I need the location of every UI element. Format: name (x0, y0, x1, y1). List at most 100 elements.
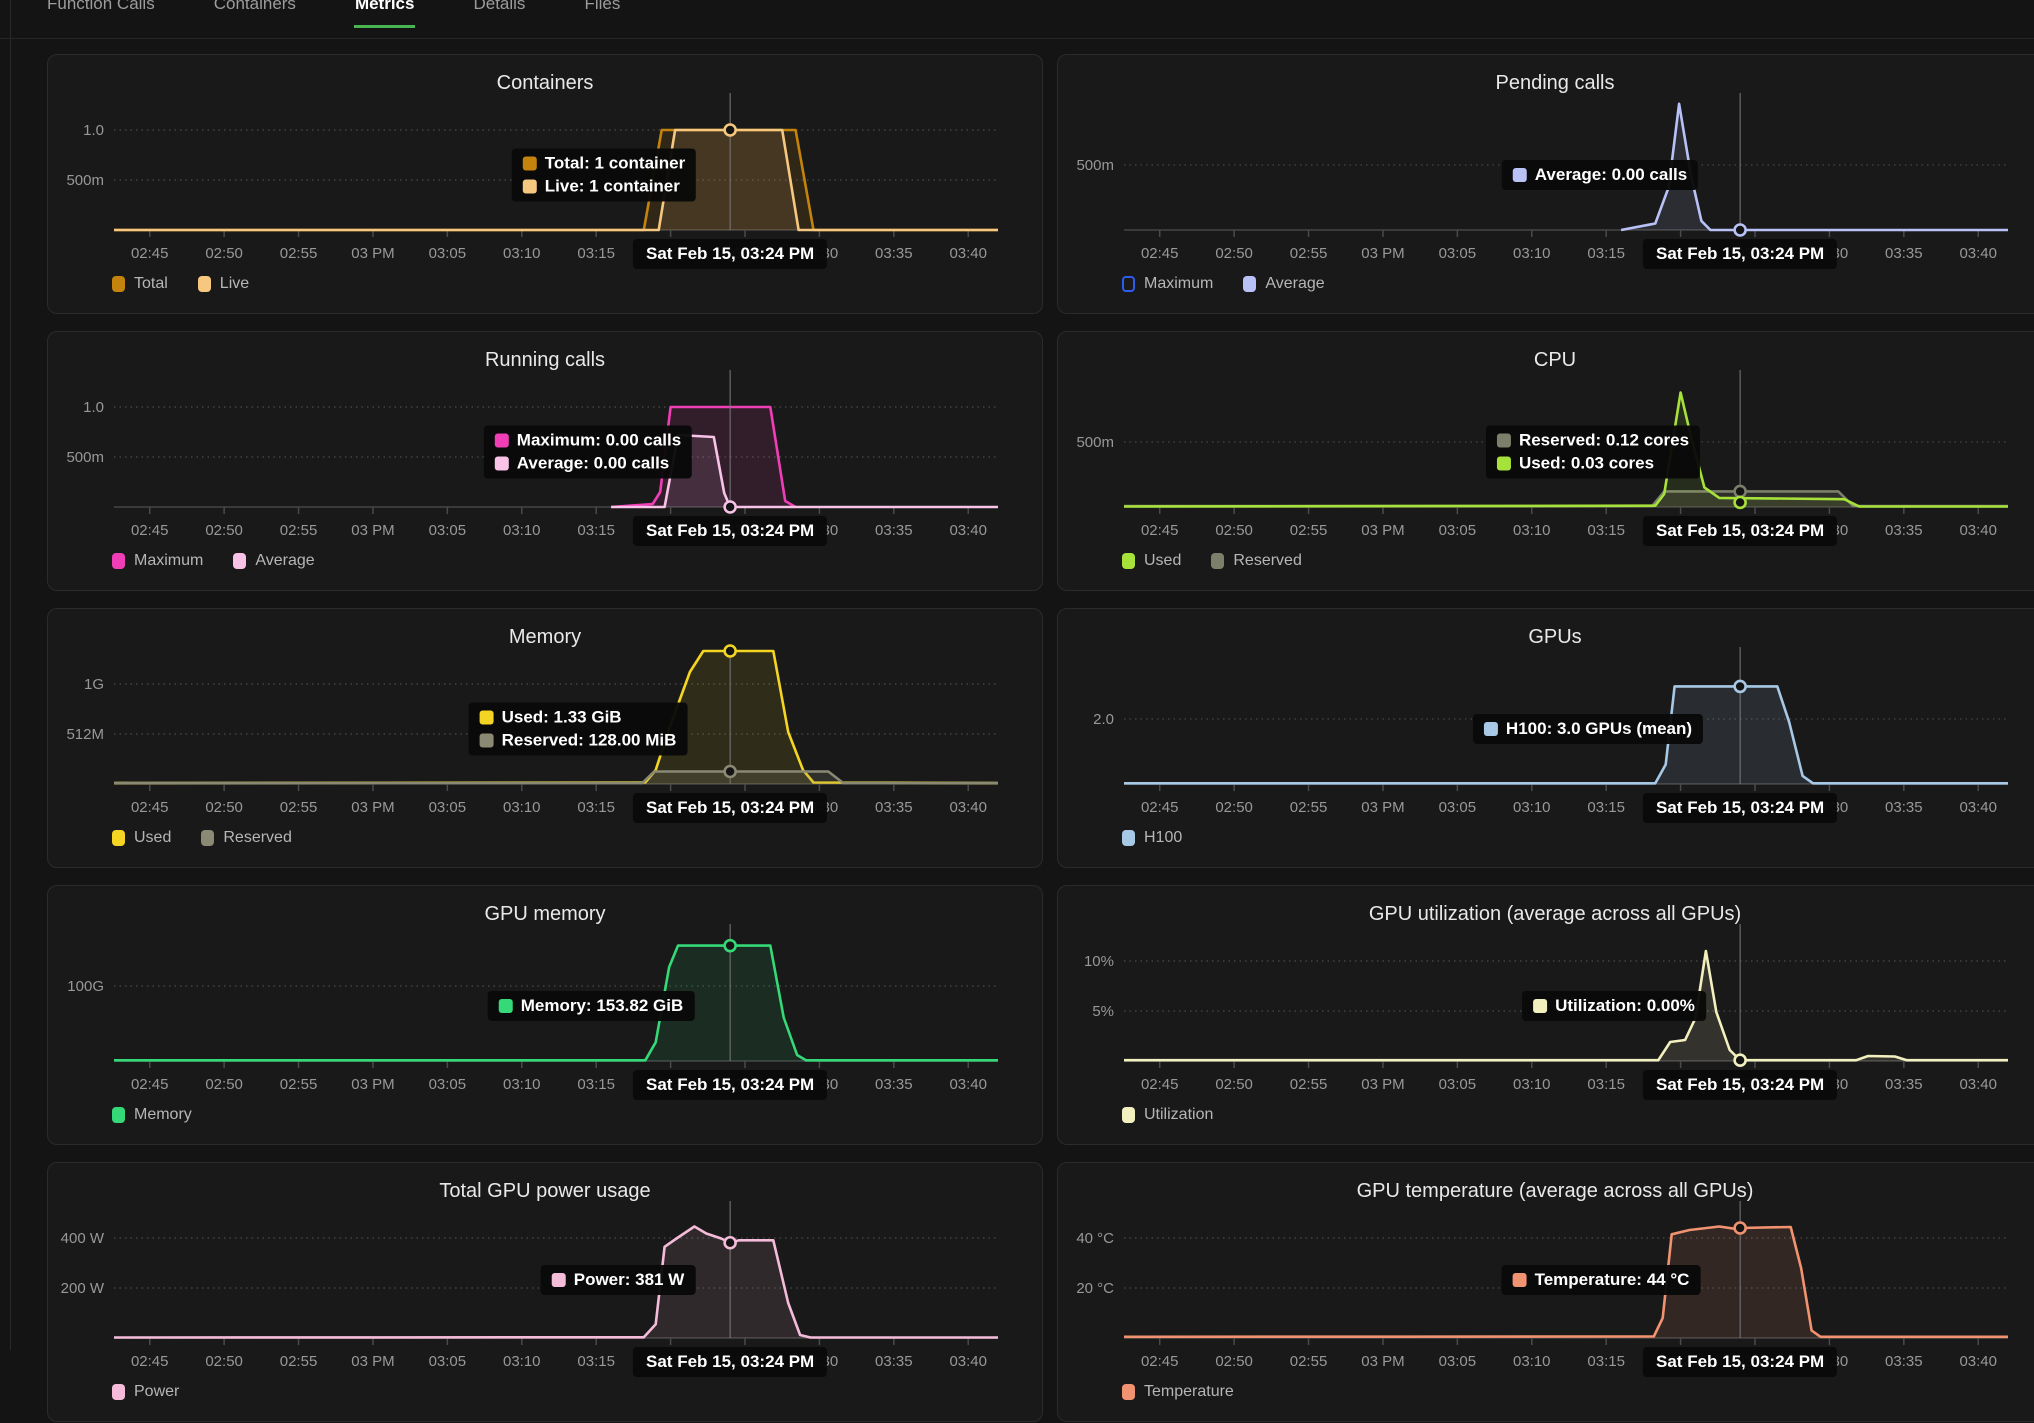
chart-title: Total GPU power usage (439, 1180, 651, 1202)
chart-title: GPU utilization (average across all GPUs… (1368, 903, 1742, 925)
x-axis-tick-label: 02:55 (1290, 522, 1328, 539)
legend-label: Temperature (1144, 1383, 1234, 1400)
legend-label: Used (134, 829, 172, 846)
tooltip-series-swatch-icon (1512, 168, 1527, 182)
chart-tooltip: Memory: 153.82 GiB (487, 991, 695, 1021)
legend-label: Average (1265, 275, 1325, 292)
legend-item-average[interactable]: Average (1243, 275, 1325, 293)
legend-item-reserved[interactable]: Reserved (201, 829, 292, 847)
x-axis-tick-label: 02:55 (1290, 245, 1328, 262)
tab-bar-divider (0, 38, 2034, 39)
x-axis-tick-label: 02:50 (1215, 1353, 1253, 1370)
x-axis-tick-label: 03:35 (875, 245, 913, 262)
chart-title: GPU temperature (average across all GPUs… (1356, 1180, 1754, 1202)
legend-item-temperature[interactable]: Temperature (1122, 1383, 1234, 1401)
legend-item-live[interactable]: Live (197, 275, 249, 293)
tab-files[interactable]: Files (584, 0, 621, 13)
x-axis-tick-label: 03:10 (1513, 1076, 1551, 1093)
legend-swatch-icon (1211, 553, 1225, 569)
x-axis-tick-label: 03:05 (1439, 1353, 1477, 1370)
chart-title: Running calls (484, 349, 606, 371)
x-axis-tick-label: 02:50 (205, 799, 243, 816)
x-axis-tick-label: 03:40 (949, 1076, 987, 1093)
y-axis-label: 40 °C (1076, 1230, 1114, 1247)
x-axis-tick-label: 02:50 (1215, 245, 1253, 262)
tooltip-row: Temperature: 44 °C (1512, 1270, 1689, 1290)
hover-point-marker (1733, 1221, 1747, 1235)
tab-metrics[interactable]: Metrics (353, 0, 416, 28)
x-axis-tick-label: 03:10 (1513, 522, 1551, 539)
legend-item-utilization[interactable]: Utilization (1122, 1106, 1213, 1124)
chart-title: Memory (508, 626, 582, 648)
legend-item-used[interactable]: Used (1122, 552, 1181, 570)
chart-title: GPUs (1528, 626, 1582, 648)
x-axis-tick-label: 03:15 (577, 522, 615, 539)
x-axis-tick-label: 03:05 (1439, 245, 1477, 262)
legend-item-h100[interactable]: H100 (1122, 829, 1182, 847)
chart-legend: Total Live (112, 275, 249, 293)
chart-legend: Temperature (1122, 1383, 1234, 1401)
y-axis-label: 1.0 (83, 122, 104, 139)
x-axis-tick-label: 03 PM (1361, 799, 1404, 816)
legend-swatch-icon (1122, 1107, 1135, 1123)
chart-legend: Maximum Average (112, 552, 315, 570)
chart-tooltip: Maximum: 0.00 calls Average: 0.00 calls (483, 425, 693, 479)
series-area-total (114, 130, 998, 230)
x-axis-tick-label: 02:45 (1141, 1353, 1179, 1370)
legend-item-power[interactable]: Power (112, 1383, 179, 1401)
hover-point-marker (1733, 223, 1747, 237)
x-axis-tick-label: 02:50 (205, 1076, 243, 1093)
hover-point-marker (723, 1235, 737, 1250)
x-axis-tick-label: 02:45 (1141, 1076, 1179, 1093)
legend-label: H100 (1144, 829, 1183, 846)
x-axis-tick-label: 03:10 (503, 1353, 541, 1370)
y-axis-label: 1G (84, 676, 104, 693)
series-area-average (1621, 103, 2008, 230)
hover-point-marker (1733, 1053, 1747, 1067)
chart-title: Containers (496, 72, 594, 94)
legend-item-memory[interactable]: Memory (112, 1106, 192, 1124)
legend-swatch-icon (1122, 276, 1135, 292)
legend-swatch-icon (112, 1384, 125, 1400)
series-area-power (114, 1226, 998, 1338)
x-axis-tick-label: 02:55 (1290, 1076, 1328, 1093)
tab-function-calls[interactable]: Function Calls (47, 0, 155, 13)
y-axis-label: 500m (1076, 434, 1114, 451)
chart-plot-area[interactable]: 1.0 500m 02:45 02:50 02:55 03 PM 03:05 03:10 03:… (48, 55, 1044, 315)
tooltip-series-swatch-icon (479, 733, 494, 748)
legend-swatch-icon (112, 830, 125, 846)
tooltip-text: Average: 0.00 calls (516, 453, 670, 473)
chart-card: Pending calls 500m 02:45 02:50 02:55 03 PM 03… (1057, 54, 2034, 314)
tooltip-series-swatch-icon (498, 999, 513, 1013)
crosshair-date-tooltip: Sat Feb 15, 03:24 PM (633, 516, 828, 546)
legend-swatch-icon (1122, 830, 1135, 846)
legend-item-reserved[interactable]: Reserved (1211, 552, 1302, 570)
hover-point-marker (723, 644, 737, 658)
legend-item-total[interactable]: Total (112, 275, 168, 293)
series-area-average (611, 435, 998, 507)
legend-swatch-icon (233, 553, 247, 569)
legend-item-maximum[interactable]: Maximum (1122, 275, 1213, 293)
x-axis-tick-label: 03:40 (949, 799, 987, 816)
legend-swatch-icon (201, 830, 215, 846)
hover-point-marker (1733, 484, 1747, 499)
tooltip-series-swatch-icon (1496, 456, 1511, 471)
chart-plot-area[interactable]: 500m 02:45 02:50 02:55 03 PM 03:05 03:10 03:15 0… (1058, 332, 2034, 592)
series-area-reserved (114, 771, 998, 784)
series-area-h100 (1124, 686, 2008, 784)
x-axis-tick-label: 03:35 (1885, 799, 1923, 816)
legend-item-used[interactable]: Used (112, 829, 171, 847)
crosshair-date-tooltip: Sat Feb 15, 03:24 PM (1643, 1347, 1838, 1377)
x-axis-tick-label: 03:10 (503, 522, 541, 539)
legend-item-maximum[interactable]: Maximum (112, 552, 203, 570)
x-axis-tick-label: 02:50 (205, 1353, 243, 1370)
tab-containers[interactable]: Containers (213, 0, 296, 13)
crosshair-date-tooltip: Sat Feb 15, 03:24 PM (633, 239, 828, 269)
crosshair-date-tooltip: Sat Feb 15, 03:24 PM (1643, 516, 1838, 546)
x-axis-tick-label: 03 PM (1361, 522, 1404, 539)
x-axis-tick-label: 03:35 (1885, 1076, 1923, 1093)
x-axis-tick-label: 02:55 (280, 522, 318, 539)
legend-item-average[interactable]: Average (233, 552, 315, 570)
tab-details[interactable]: Details (473, 0, 526, 13)
x-axis-tick-label: 03:35 (875, 1353, 913, 1370)
